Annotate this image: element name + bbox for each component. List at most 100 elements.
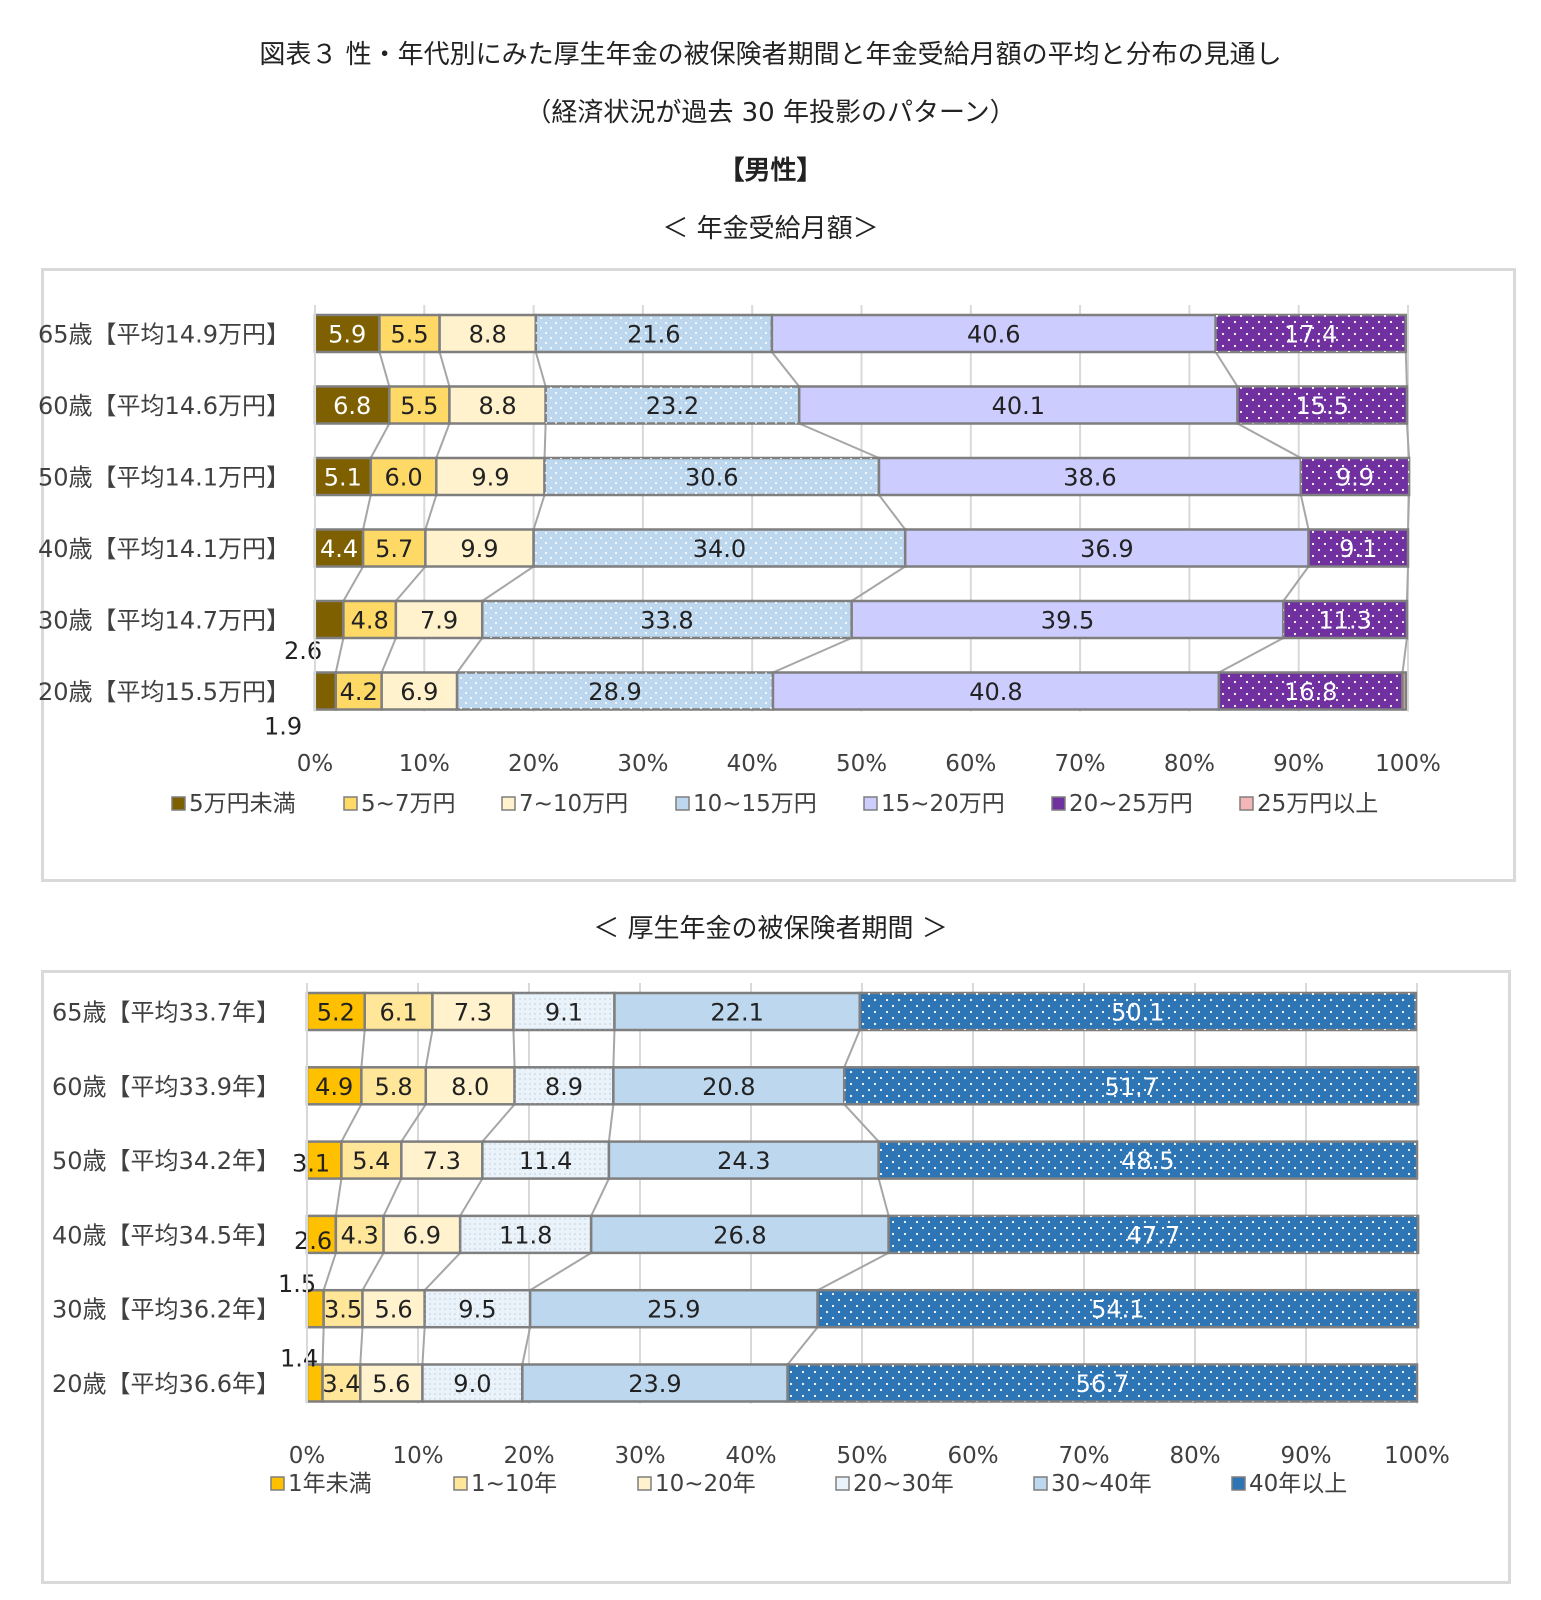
- legend-swatch: [1231, 1476, 1246, 1491]
- x-tick-label: 10%: [399, 751, 450, 777]
- legend-swatch: [1239, 796, 1254, 811]
- bar-segment-pattern: [844, 1067, 1419, 1105]
- bar-segment-pattern: [878, 1141, 1417, 1179]
- x-tick-label: 30%: [617, 751, 668, 777]
- bar-segment: [771, 671, 1221, 711]
- legend-label: 15~20万円: [881, 791, 1005, 817]
- x-tick-label: 0%: [297, 751, 334, 777]
- data-label: 4.8: [351, 607, 389, 635]
- category-label: 60歳【平均33.9年】: [52, 1073, 280, 1101]
- data-label: 54.1: [1091, 1296, 1144, 1324]
- data-label: 9.1: [1339, 535, 1377, 563]
- gender-heading: 【男性】: [718, 156, 823, 186]
- data-label: 3.4: [322, 1370, 360, 1398]
- data-label: 5.6: [374, 1296, 412, 1324]
- series-connector-line: [1214, 351, 1239, 388]
- data-label: 11.3: [1318, 607, 1371, 635]
- legend-label: 40年以上: [1249, 1471, 1347, 1497]
- x-tick-label: 60%: [945, 751, 996, 777]
- data-label: 23.9: [628, 1370, 681, 1398]
- bar-segment-pattern: [1218, 672, 1403, 710]
- data-label: 33.8: [640, 607, 693, 635]
- bar-segment: [424, 528, 535, 568]
- bar-segment: [340, 1140, 403, 1180]
- data-label: 5.5: [400, 392, 438, 420]
- data-label: 6.9: [403, 1221, 441, 1249]
- bar-segment-pattern: [1283, 601, 1407, 638]
- data-label: 9.9: [1336, 464, 1374, 492]
- data-label: 8.9: [545, 1073, 583, 1101]
- x-tick-label: 50%: [836, 751, 887, 777]
- series-connector-line: [435, 423, 451, 459]
- x-tick-label: 50%: [836, 1443, 887, 1469]
- data-label: 4.9: [315, 1073, 353, 1101]
- data-label: 2.6: [294, 1227, 332, 1255]
- series-connector-line: [424, 494, 438, 530]
- x-tick-label: 100%: [1384, 1443, 1450, 1469]
- bar-segment-pattern: [482, 601, 852, 638]
- series-connector-line: [321, 1327, 325, 1365]
- bar-segment: [903, 528, 1310, 568]
- series-connector-line: [334, 1178, 343, 1217]
- bar-segment: [369, 456, 438, 497]
- bar-segment-pattern: [533, 529, 906, 567]
- bar-segment: [334, 671, 383, 711]
- x-tick-label: 40%: [727, 751, 778, 777]
- data-label: 47.7: [1127, 1221, 1180, 1249]
- legend-label: 5万円未満: [189, 791, 296, 817]
- bar-segment-pattern: [544, 458, 879, 495]
- data-label: 6.8: [333, 392, 371, 420]
- bar-segment: [361, 1288, 426, 1329]
- data-label: 36.9: [1080, 535, 1133, 563]
- x-tick-label: 60%: [947, 1443, 998, 1469]
- bar-segment-pattern: [482, 1141, 609, 1179]
- category-label: 60歳【平均14.6万円】: [38, 392, 290, 420]
- category-label: 30歳【平均14.7万円】: [38, 607, 290, 635]
- bar-segment: [313, 671, 338, 711]
- data-label: 5.4: [352, 1147, 390, 1175]
- data-label: 34.0: [693, 535, 746, 563]
- series-connector-line: [380, 637, 397, 673]
- bar-segment: [363, 991, 434, 1032]
- data-label: 5.9: [328, 321, 366, 349]
- x-tick-label: 90%: [1280, 1443, 1331, 1469]
- bar-segment: [359, 1363, 424, 1403]
- bar-segment: [589, 1214, 890, 1255]
- category-label: 30歳【平均36.2年】: [52, 1296, 280, 1324]
- data-label: 3.1: [292, 1150, 330, 1178]
- category-label: 65歳【平均33.7年】: [52, 999, 280, 1027]
- x-tick-label: 80%: [1169, 1443, 1220, 1469]
- legend-label: 10~20年: [655, 1471, 756, 1497]
- series-connector-line: [421, 1327, 426, 1365]
- series-connector-line: [459, 1178, 484, 1217]
- series-connector-line: [423, 1252, 461, 1291]
- bar-segment: [521, 1363, 789, 1403]
- category-label: 20歳【平均36.6年】: [52, 1370, 280, 1398]
- series-connector-line: [438, 351, 451, 387]
- series-connector-line: [456, 637, 484, 674]
- bar-segment-pattern: [1215, 315, 1406, 352]
- series-connector-line: [1405, 423, 1411, 459]
- category-label: 40歳【平均34.5年】: [52, 1221, 280, 1249]
- series-connector-line: [322, 1252, 337, 1291]
- bar-segment-pattern: [535, 315, 772, 352]
- series-connector-line: [607, 1104, 615, 1142]
- series-connector-line: [481, 1103, 516, 1143]
- series-connector-line: [529, 1252, 592, 1292]
- series-connector-line: [424, 1029, 434, 1068]
- series-connector-line: [369, 423, 391, 459]
- bar-segment-pattern: [787, 1364, 1417, 1402]
- pension-amount-chart-panel: 0% 10% 20% 30% 40% 50% 60% 70% 80% 90% 100% 65歳【平均1…: [38, 268, 1516, 882]
- series-connector-line: [532, 494, 546, 530]
- bar-segment-pattern: [817, 1290, 1419, 1328]
- data-label: 6.0: [384, 464, 422, 492]
- legend-label: 1年未満: [288, 1471, 372, 1497]
- data-label: 8.0: [451, 1073, 489, 1101]
- data-label: 7.3: [454, 999, 492, 1027]
- bar-segment-pattern: [1308, 529, 1408, 567]
- series-connector-line: [1401, 637, 1408, 673]
- bar-segment: [607, 1140, 880, 1180]
- chart1-title: ＜ 年金受給月額＞: [662, 214, 879, 244]
- series-connector-line: [360, 1029, 366, 1068]
- series-connector-line: [378, 351, 391, 387]
